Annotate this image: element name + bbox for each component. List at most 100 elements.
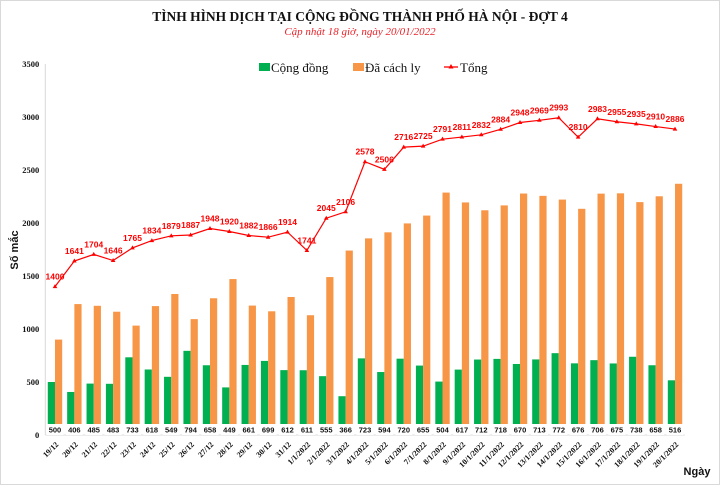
data-label-tong: 2725 xyxy=(414,131,433,141)
data-label-box xyxy=(46,424,64,435)
marker-tong xyxy=(382,166,387,171)
y-tick-label: 3000 xyxy=(22,112,39,122)
data-label-tong: 1641 xyxy=(65,246,84,256)
marker-tong xyxy=(130,245,135,250)
bar-da-cach-ly xyxy=(268,311,276,435)
data-label-box xyxy=(278,424,296,435)
data-label-tong: 1834 xyxy=(142,226,161,236)
marker-tong xyxy=(556,115,562,120)
data-label-cong-dong: 555 xyxy=(320,426,333,435)
data-label-cong-dong: 483 xyxy=(107,426,120,435)
bar-da-cach-ly xyxy=(597,193,605,435)
data-label-cong-dong: 699 xyxy=(262,426,275,435)
data-label-tong: 1866 xyxy=(259,222,278,232)
data-label-tong: 2506 xyxy=(375,154,394,164)
bar-da-cach-ly xyxy=(74,304,82,435)
y-axis-label: Số mắc xyxy=(8,230,21,269)
data-label-box xyxy=(530,424,548,435)
bar-cong-dong xyxy=(319,376,327,435)
data-label-cong-dong: 549 xyxy=(165,426,178,435)
marker-tong xyxy=(633,121,639,126)
bar-da-cach-ly xyxy=(54,339,63,435)
bar-cong-dong xyxy=(164,376,172,435)
bar-cong-dong xyxy=(415,365,424,435)
bar-cong-dong xyxy=(551,353,559,435)
data-label-cong-dong: 723 xyxy=(359,426,372,435)
data-label-cong-dong: 594 xyxy=(378,426,391,435)
marker-tong xyxy=(188,232,193,237)
data-label-cong-dong: 504 xyxy=(436,426,449,435)
bar-cong-dong xyxy=(67,391,75,435)
data-label-cong-dong: 658 xyxy=(649,426,662,435)
bar-cong-dong xyxy=(357,358,365,435)
marker-tong xyxy=(440,136,445,141)
bar-da-cach-ly xyxy=(675,183,683,435)
data-label-cong-dong: 485 xyxy=(87,426,100,435)
bar-da-cach-ly xyxy=(151,306,160,435)
data-label-box xyxy=(414,424,432,435)
marker-tong xyxy=(207,226,213,231)
data-label-box xyxy=(259,424,277,435)
bar-da-cach-ly xyxy=(442,192,450,435)
bar-da-cach-ly xyxy=(461,202,470,435)
data-label-tong: 1704 xyxy=(84,239,103,249)
x-tick-label: 19/12 xyxy=(41,440,60,459)
x-tick-label: 30/12 xyxy=(254,440,273,459)
data-label-tong: 2791 xyxy=(433,124,452,134)
bar-cong-dong xyxy=(667,380,676,435)
data-label-tong: 2045 xyxy=(317,203,336,213)
y-tick-label: 2000 xyxy=(22,218,39,228)
bar-da-cach-ly xyxy=(306,315,315,435)
legend-swatch-da-cach-ly xyxy=(353,63,364,71)
bar-da-cach-ly xyxy=(229,279,237,435)
legend-label-da-cach-ly: Đã cách ly xyxy=(365,60,421,75)
data-label-tong: 1948 xyxy=(201,214,220,224)
data-label-tong: 1887 xyxy=(181,220,200,230)
y-tick-label: 2500 xyxy=(22,165,39,175)
chart-subtitle: Cập nhật 18 giờ, ngày 20/01/2022 xyxy=(284,26,436,38)
data-label-box xyxy=(337,424,355,435)
x-tick-label: 23/12 xyxy=(119,440,138,459)
data-label-box xyxy=(375,424,393,435)
data-label-tong: 2884 xyxy=(491,114,510,124)
marker-tong xyxy=(614,119,620,124)
marker-tong xyxy=(52,284,58,289)
bar-cong-dong xyxy=(435,381,443,435)
data-label-box xyxy=(201,424,219,435)
data-label-box xyxy=(395,424,413,435)
legend-label-tong: Tổng xyxy=(460,60,488,75)
bar-cong-dong xyxy=(202,365,210,435)
marker-tong xyxy=(459,134,465,139)
x-tick-label: 27/12 xyxy=(196,440,215,459)
data-label-cong-dong: 618 xyxy=(146,426,159,435)
bar-cong-dong xyxy=(241,364,249,435)
x-tick-label: 22/12 xyxy=(99,440,118,459)
marker-tong xyxy=(343,209,348,214)
data-label-tong: 2948 xyxy=(511,108,530,118)
bar-da-cach-ly xyxy=(209,298,218,435)
bar-cong-dong xyxy=(222,387,230,435)
bar-cong-dong xyxy=(629,356,637,435)
data-label-box xyxy=(627,424,645,435)
bar-cong-dong xyxy=(47,382,55,435)
marker-tong xyxy=(246,233,252,238)
data-label-tong: 1879 xyxy=(162,221,181,231)
marker-tong xyxy=(149,238,155,243)
legend: Cộng đồng Đã cách ly Tổng xyxy=(259,60,488,75)
data-label-tong: 1400 xyxy=(46,272,65,282)
data-label-box xyxy=(220,424,238,435)
bar-da-cach-ly xyxy=(500,205,508,435)
bar-cong-dong xyxy=(454,369,462,435)
y-tick-label: 3500 xyxy=(22,59,39,69)
bar-da-cach-ly xyxy=(132,325,140,435)
data-label-tong: 1765 xyxy=(123,233,142,243)
data-label-tong: 1920 xyxy=(220,216,239,226)
data-label-cong-dong: 706 xyxy=(591,426,604,435)
data-label-cong-dong: 712 xyxy=(475,426,488,435)
data-label-cong-dong: 449 xyxy=(223,426,236,435)
data-label-tong: 2811 xyxy=(453,122,472,132)
data-label-box xyxy=(162,424,180,435)
data-label-cong-dong: 611 xyxy=(301,426,313,435)
data-label-tong: 2886 xyxy=(666,114,685,124)
data-label-box xyxy=(511,424,529,435)
